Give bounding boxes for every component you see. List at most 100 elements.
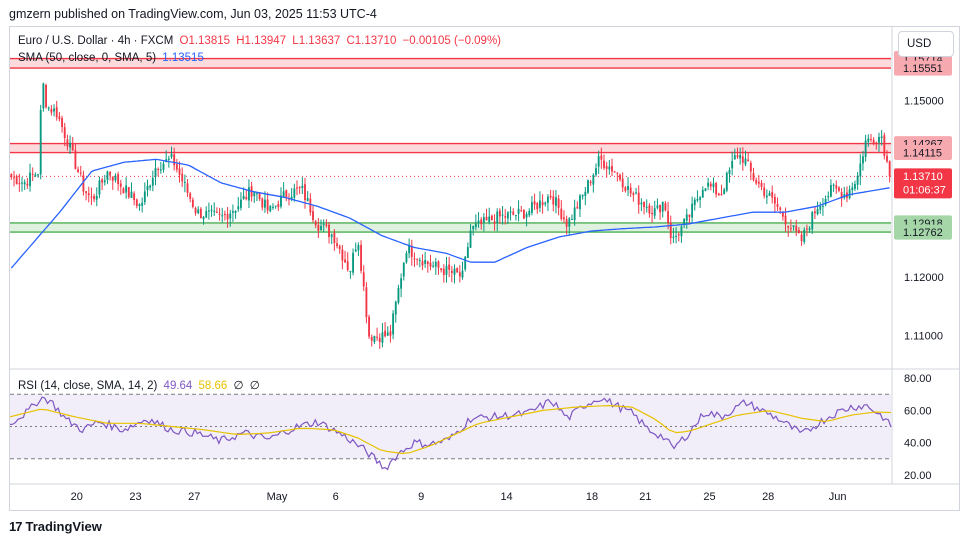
sma-label[interactable]: SMA (50, close, 0, SMA, 5) (18, 52, 157, 64)
candle-body (827, 196, 830, 198)
candle-body (712, 183, 715, 188)
candle-body (816, 209, 819, 215)
candle-body (386, 332, 389, 336)
candle-body (725, 172, 728, 191)
candle-body (376, 336, 379, 338)
candle-body (365, 287, 368, 318)
candle-body (509, 211, 512, 213)
time-tick-label: 27 (188, 491, 200, 503)
candle-body (138, 204, 141, 207)
time-tick-label: 20 (71, 491, 83, 503)
candle-body (37, 174, 39, 176)
rsi-tick-label: 80.00 (904, 373, 932, 385)
rsi-label[interactable]: RSI (14, close, SMA, 14, 2) (18, 380, 158, 392)
candle-body (506, 212, 509, 219)
candle-body (661, 201, 664, 212)
candle-body (304, 184, 306, 201)
candle-body (648, 205, 651, 214)
candle-body (477, 220, 480, 223)
candle-body (341, 249, 344, 261)
candle-body (803, 229, 806, 242)
candle-body (47, 107, 50, 109)
candle-body (840, 192, 843, 199)
candle-body (781, 211, 784, 217)
resistance-zone (10, 143, 891, 153)
candle-body (557, 198, 560, 208)
candle-body (757, 181, 760, 184)
candle-body (805, 228, 808, 230)
candle-body (611, 165, 613, 172)
candle-body (58, 116, 61, 120)
candle-body (170, 153, 173, 158)
candle-body (704, 188, 707, 192)
candle-body (795, 225, 798, 232)
candle-body (659, 204, 662, 213)
candle-body (218, 213, 221, 215)
candle-body (701, 189, 704, 198)
candle-body (635, 192, 637, 194)
candle-body (504, 216, 507, 218)
candle-body (576, 206, 579, 209)
candle-body (736, 155, 739, 157)
chart-frame (9, 26, 960, 511)
candle-body (432, 265, 435, 267)
candle-body (771, 192, 774, 198)
candle-body (23, 182, 26, 185)
candle-body (234, 211, 237, 213)
candle-body (226, 214, 229, 220)
candle-body (579, 195, 581, 210)
candle-body (197, 209, 200, 214)
candle-body (763, 187, 766, 196)
candle-body (437, 261, 440, 268)
candle-body (528, 211, 531, 216)
candle-body (624, 187, 627, 191)
candle-body (862, 156, 864, 164)
tradingview-logo[interactable]: 17 TradingView (9, 519, 102, 534)
rsi-tick-label: 20.00 (904, 470, 932, 482)
symbol-label[interactable]: Euro / U.S. Dollar · 4h · FXCM (18, 35, 174, 47)
candle-body (333, 232, 336, 244)
candle-body (731, 160, 734, 169)
candle-body (394, 301, 397, 315)
candle-body (501, 214, 504, 216)
time-tick-label: 14 (500, 491, 512, 503)
candle-body (237, 206, 240, 210)
candle-body (854, 184, 856, 189)
candle-body (410, 245, 413, 257)
candle-body (800, 234, 803, 242)
candle-body (878, 136, 880, 143)
candle-body (194, 208, 197, 214)
price-label-box (894, 145, 952, 161)
candle-body (405, 253, 408, 263)
candle-body (739, 154, 742, 159)
candle-body (699, 197, 702, 200)
candle-body (264, 199, 266, 208)
candle-body (418, 259, 421, 261)
candle-body (597, 156, 600, 167)
candle-body (42, 83, 45, 109)
candle-body (565, 219, 568, 227)
candle-body (616, 172, 619, 174)
candle-body (640, 202, 643, 205)
candle-body (61, 118, 63, 128)
candle-body (354, 249, 357, 252)
candle-body (421, 261, 424, 266)
candle-body (539, 200, 541, 208)
candle-body (173, 154, 176, 166)
candle-body (811, 212, 814, 230)
candle-body (29, 172, 31, 187)
candle-body (613, 171, 616, 173)
time-tick-label: May (267, 491, 288, 503)
candle-body (210, 209, 213, 211)
candle-body (584, 191, 587, 197)
candle-body (530, 202, 533, 213)
currency-button[interactable]: USD (898, 31, 954, 57)
candle-body (464, 256, 467, 270)
candle-body (549, 195, 552, 198)
candle-body (103, 180, 106, 183)
candle-body (266, 199, 269, 211)
candle-body (888, 161, 891, 177)
candle-body (55, 107, 58, 118)
candle-body (290, 196, 293, 200)
